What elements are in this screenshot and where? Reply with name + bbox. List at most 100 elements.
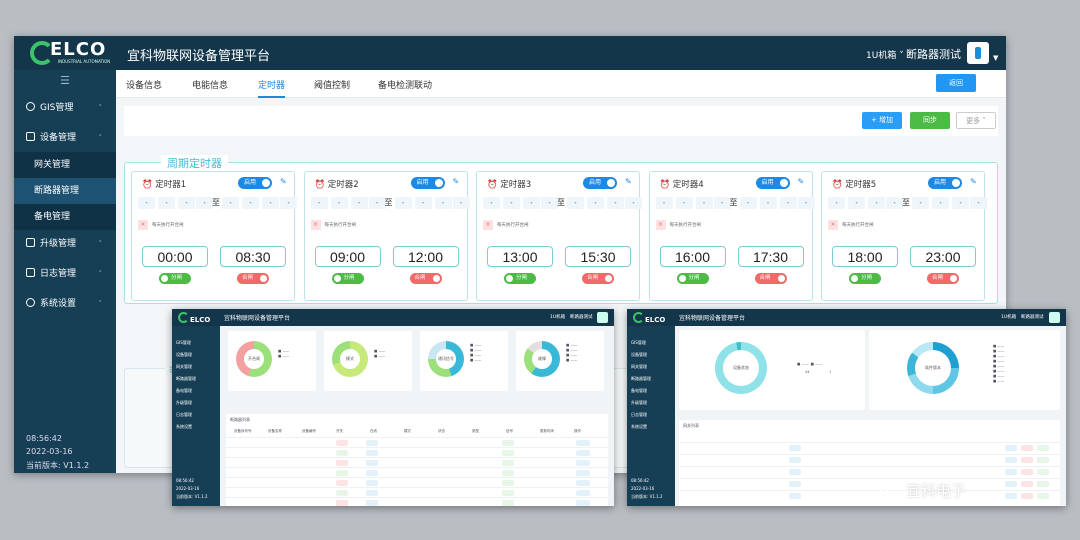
date-field[interactable]: ▾ [262, 197, 279, 209]
close-time[interactable]: 12:00 [392, 246, 459, 267]
date-field[interactable]: ▾ [970, 197, 987, 209]
date-field[interactable]: ▾ [196, 197, 213, 209]
avatar[interactable] [967, 42, 989, 64]
sidebar-item-gateway[interactable]: 网关管理 [14, 152, 116, 178]
date-field[interactable]: ▾ [452, 197, 470, 209]
open-time[interactable]: 16:00 [659, 246, 726, 267]
date-field[interactable]: ▾ [541, 197, 558, 209]
close-toggle[interactable]: 合闸 [237, 273, 269, 284]
enable-toggle[interactable]: 启用 [238, 177, 272, 189]
delete-button[interactable] [1021, 469, 1033, 475]
config-button[interactable] [1037, 469, 1049, 475]
date-field[interactable]: ▾ [368, 197, 386, 209]
date-field[interactable]: ▾ [848, 197, 865, 209]
edit-button[interactable] [1005, 457, 1017, 463]
date-field[interactable]: ▾ [912, 197, 929, 209]
config-button[interactable] [1037, 457, 1049, 463]
open-time[interactable]: 18:00 [832, 246, 898, 267]
date-field[interactable]: ▾ [567, 197, 584, 209]
tab-timer[interactable]: 定时器 [258, 78, 286, 98]
detail-button[interactable] [576, 500, 590, 506]
avatar-dropdown-icon[interactable]: ▼ [993, 54, 999, 62]
open-time[interactable]: 09:00 [314, 246, 381, 267]
user-menu[interactable]: 1U机箱 ˅ [866, 51, 904, 61]
enable-toggle[interactable]: 启用 [755, 177, 790, 189]
close-toggle[interactable]: 合闸 [409, 273, 442, 284]
config-button[interactable] [1037, 445, 1049, 451]
date-field[interactable]: ▾ [483, 197, 500, 209]
edit-icon[interactable]: ✎ [625, 177, 632, 186]
delete-button[interactable] [1021, 493, 1033, 499]
open-toggle[interactable]: 分闸 [504, 273, 536, 284]
add-button[interactable]: + 增加 [862, 112, 902, 129]
detail-button[interactable] [576, 450, 590, 456]
date-field[interactable]: ▾ [587, 197, 604, 209]
rule-close-icon[interactable]: × [138, 220, 148, 230]
sidebar-item-settings[interactable]: 系统设置 ˅ [14, 292, 116, 316]
close-toggle[interactable]: 合闸 [754, 273, 787, 284]
open-toggle[interactable]: 分闸 [331, 273, 364, 284]
enable-toggle[interactable]: 启用 [583, 177, 617, 189]
date-field[interactable]: ▾ [523, 197, 540, 209]
enable-toggle[interactable]: 启用 [928, 177, 962, 189]
sidebar-item-device[interactable]: 设备管理 ˄ [14, 126, 116, 150]
open-time[interactable]: 00:00 [142, 246, 208, 267]
open-toggle[interactable]: 分闸 [676, 273, 709, 284]
delete-button[interactable] [1021, 481, 1033, 487]
open-toggle[interactable]: 分闸 [159, 273, 191, 284]
menu-collapse-icon[interactable]: ☰ [60, 74, 70, 87]
more-button[interactable]: 更多 ˅ [956, 112, 996, 129]
date-field[interactable]: ▾ [394, 197, 412, 209]
date-field[interactable]: ▾ [607, 197, 624, 209]
close-time[interactable]: 08:30 [220, 246, 286, 267]
date-field[interactable]: ▾ [779, 197, 797, 209]
rule-close-icon[interactable]: × [310, 220, 321, 230]
edit-button[interactable] [1005, 493, 1017, 499]
close-time[interactable]: 15:30 [565, 246, 631, 267]
date-field[interactable]: ▾ [434, 197, 452, 209]
rule-close-icon[interactable]: × [483, 220, 493, 230]
date-field[interactable]: ▾ [932, 197, 949, 209]
detail-button[interactable] [576, 460, 590, 466]
sidebar-item-breaker[interactable]: 断路器管理 [14, 178, 116, 204]
rule-close-icon[interactable]: × [655, 220, 666, 230]
date-field[interactable]: ▾ [222, 197, 239, 209]
sync-button[interactable]: 同步 [910, 112, 950, 129]
config-button[interactable] [1037, 493, 1049, 499]
date-field[interactable]: ▾ [330, 197, 348, 209]
date-field[interactable]: ▾ [868, 197, 885, 209]
date-field[interactable]: ▾ [178, 197, 195, 209]
date-field[interactable]: ▾ [242, 197, 259, 209]
sidebar-item-upgrade[interactable]: 升级管理 ˅ [14, 232, 116, 256]
sidebar-item-backup-power[interactable]: 备电管理 [14, 204, 116, 230]
date-field[interactable]: ▾ [138, 197, 155, 209]
tab-threshold[interactable]: 阈值控制 [314, 81, 351, 91]
edit-icon[interactable]: ✎ [970, 177, 977, 186]
date-field[interactable]: ▾ [713, 197, 731, 209]
tab-device-info[interactable]: 设备信息 [126, 81, 163, 91]
config-button[interactable] [1037, 481, 1049, 487]
date-field[interactable]: ▾ [759, 197, 777, 209]
date-field[interactable]: ▾ [625, 197, 642, 209]
delete-button[interactable] [1021, 445, 1033, 451]
date-field[interactable]: ▾ [797, 197, 815, 209]
enable-toggle[interactable]: 启用 [410, 177, 445, 189]
open-time[interactable]: 13:00 [487, 246, 553, 267]
date-field[interactable]: ▾ [310, 197, 328, 209]
close-toggle[interactable]: 合闸 [927, 273, 959, 284]
tab-power-info[interactable]: 电能信息 [192, 81, 229, 91]
sidebar-item-log[interactable]: 日志管理 ˅ [14, 262, 116, 286]
date-field[interactable]: ▾ [158, 197, 175, 209]
open-toggle[interactable]: 分闸 [849, 273, 881, 284]
date-field[interactable]: ▾ [828, 197, 845, 209]
close-time[interactable]: 17:30 [737, 246, 804, 267]
edit-button[interactable] [1005, 469, 1017, 475]
edit-icon[interactable]: ✎ [452, 177, 460, 186]
back-button[interactable]: 返回 [936, 74, 976, 92]
date-field[interactable]: ▾ [695, 197, 713, 209]
device-name[interactable]: 断路器测试 [906, 48, 961, 61]
tab-backup-linkage[interactable]: 备电检测联动 [378, 81, 433, 91]
delete-button[interactable] [1021, 457, 1033, 463]
edit-button[interactable] [1005, 481, 1017, 487]
date-field[interactable]: ▾ [414, 197, 432, 209]
